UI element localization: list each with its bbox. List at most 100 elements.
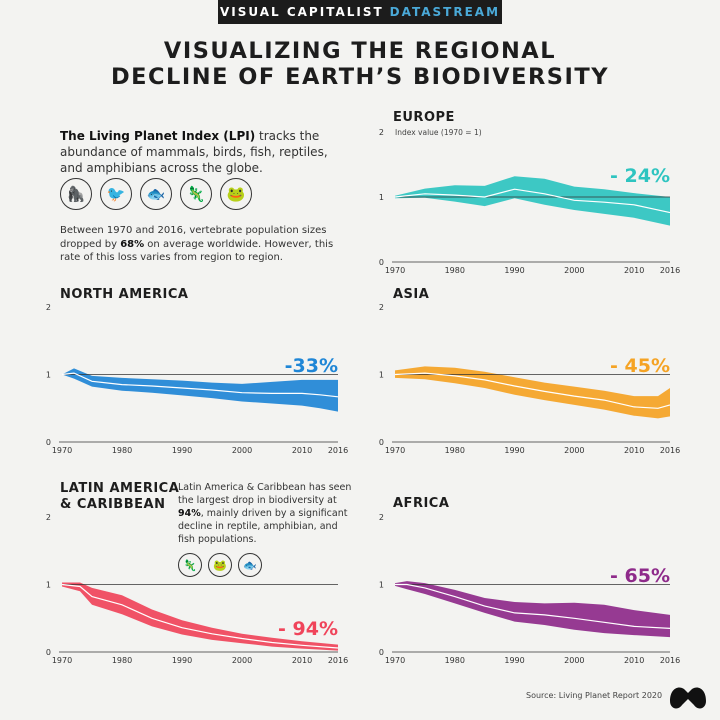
percent-change-north-america: -33% [285, 355, 338, 377]
x-tick-label: 2010 [624, 656, 644, 665]
bird-icon: 🐦 [100, 178, 132, 210]
brand-banner: VISUAL CAPITALIST DATASTREAM [218, 0, 502, 24]
x-tick-label: 1980 [445, 656, 465, 665]
mammal-icon: 🦍 [60, 178, 92, 210]
y-tick-label: 2 [46, 303, 51, 312]
x-tick-label: 2016 [328, 656, 348, 665]
x-tick-label: 2000 [232, 446, 252, 455]
amphibian-icon: 🐸 [220, 178, 252, 210]
source-note: Source: Living Planet Report 2020 [526, 691, 663, 700]
chart-north-america: NORTH AMERICA 0 1 2 1970 1980 1990 2000 2010 2016… [46, 287, 348, 455]
percent-change-latam: - 94% [278, 618, 338, 640]
y-tick-label: 2 [379, 513, 384, 522]
index-line-latam [61, 583, 339, 649]
latam-note-bold: 94% [178, 508, 201, 519]
x-tick-label: 2010 [624, 266, 644, 275]
x-tick-label: 1970 [52, 446, 72, 455]
region-title-africa: AFRICA [393, 496, 449, 511]
amphibian-icon: 🐸 [208, 553, 232, 577]
chart-europe: EUROPE Index value (1970 = 1) 0 1 2 1970 1980 1… [379, 110, 680, 275]
x-tick-label: 2010 [292, 446, 312, 455]
x-tick-label: 2010 [624, 446, 644, 455]
page-title-line1: VISUALIZING THE REGIONAL [163, 38, 557, 64]
percent-change-africa: - 65% [610, 565, 670, 587]
y-tick-label: 0 [46, 438, 51, 447]
y-tick-label: 1 [379, 581, 384, 590]
x-tick-label: 1980 [445, 446, 465, 455]
latam-note-part1: Latin America & Caribbean has seen the l… [178, 482, 352, 506]
axis-label-europe: Index value (1970 = 1) [395, 128, 482, 137]
x-tick-label: 1980 [112, 656, 132, 665]
x-tick-label: 1990 [504, 266, 524, 275]
x-tick-label: 1990 [172, 656, 192, 665]
brand-accent: DATASTREAM [389, 5, 501, 19]
global-decline-note: Between 1970 and 2016, vertebrate popula… [60, 224, 340, 265]
y-tick-label: 2 [379, 128, 384, 137]
latam-note: Latin America & Caribbean has seen the l… [178, 481, 353, 546]
x-tick-label: 2000 [564, 446, 584, 455]
x-tick-label: 1990 [504, 446, 524, 455]
x-tick-label: 2010 [292, 656, 312, 665]
y-tick-label: 0 [379, 258, 384, 267]
y-tick-label: 0 [379, 648, 384, 657]
x-tick-label: 2000 [564, 656, 584, 665]
x-tick-label: 1980 [445, 266, 465, 275]
x-tick-label: 2016 [660, 266, 680, 275]
reptile-icon: 🦎 [180, 178, 212, 210]
y-tick-label: 1 [46, 581, 51, 590]
x-tick-label: 2016 [660, 656, 680, 665]
intro-text: The Living Planet Index (LPI) tracks the… [60, 128, 335, 176]
region-title-asia: ASIA [393, 287, 429, 302]
percent-change-europe: - 24% [610, 165, 670, 187]
brand-name: VISUAL CAPITALIST [219, 5, 384, 19]
latam-note-part2: , mainly driven by a significant decline… [178, 508, 348, 545]
index-line-asia [394, 372, 671, 409]
x-tick-label: 1990 [504, 656, 524, 665]
x-tick-label: 1970 [385, 266, 405, 275]
confidence-band-north-america [62, 368, 338, 412]
x-tick-label: 2000 [564, 266, 584, 275]
chart-asia: ASIA 0 1 2 1970 1980 1990 2000 2010 2016 - 45% [379, 287, 680, 455]
index-line-africa [395, 583, 671, 629]
fish-icon: 🐟 [140, 178, 172, 210]
index-line-north-america [61, 372, 339, 398]
fish-icon: 🐟 [238, 553, 262, 577]
intro-bold: The Living Planet Index (LPI) [60, 129, 256, 143]
chart-africa: AFRICA 0 1 2 1970 1980 1990 2000 2010 2016 - 65% [379, 496, 680, 665]
note-bold: 68% [120, 238, 145, 250]
y-tick-label: 2 [46, 513, 51, 522]
x-tick-label: 2000 [232, 656, 252, 665]
latam-species-icons: 🦎 🐸 🐟 [178, 553, 262, 577]
x-tick-label: 1980 [112, 446, 132, 455]
x-tick-label: 1990 [172, 446, 192, 455]
note-part2: on average worldwide. However, this rate… [60, 238, 334, 264]
y-tick-label: 1 [46, 371, 51, 380]
region-title-europe: EUROPE [393, 110, 455, 125]
y-tick-label: 1 [379, 371, 384, 380]
index-line-europe [394, 188, 671, 214]
percent-change-asia: - 45% [610, 355, 670, 377]
y-tick-label: 1 [379, 193, 384, 202]
confidence-band-europe [395, 176, 670, 226]
y-tick-label: 2 [379, 303, 384, 312]
y-tick-label: 0 [379, 438, 384, 447]
x-tick-label: 2016 [660, 446, 680, 455]
region-title-north-america: NORTH AMERICA [60, 287, 188, 302]
page-title-line2: DECLINE OF EARTH’S BIODIVERSITY [110, 64, 610, 90]
note-part1: Between 1970 and 2016, vertebrate popula… [60, 225, 327, 250]
confidence-band-latam [62, 582, 338, 651]
confidence-band-africa [395, 581, 670, 638]
species-icons: 🦍 🐦 🐟 🦎 🐸 [60, 178, 252, 210]
y-tick-label: 0 [46, 648, 51, 657]
x-tick-label: 1970 [385, 446, 405, 455]
x-tick-label: 2016 [328, 446, 348, 455]
chart-latam: 0 1 2 1970 1980 1990 2000 2010 2016 - 94% [46, 513, 348, 665]
visual-capitalist-logo-icon [670, 687, 706, 709]
x-tick-label: 1970 [385, 656, 405, 665]
region-title-latam: LATIN AMERICA & CARIBBEAN [60, 481, 180, 512]
intro-body: tracks the abundance of mammals, birds, … [60, 129, 328, 175]
reptile-icon: 🦎 [178, 553, 202, 577]
x-tick-label: 1970 [52, 656, 72, 665]
confidence-band-asia [395, 366, 670, 419]
